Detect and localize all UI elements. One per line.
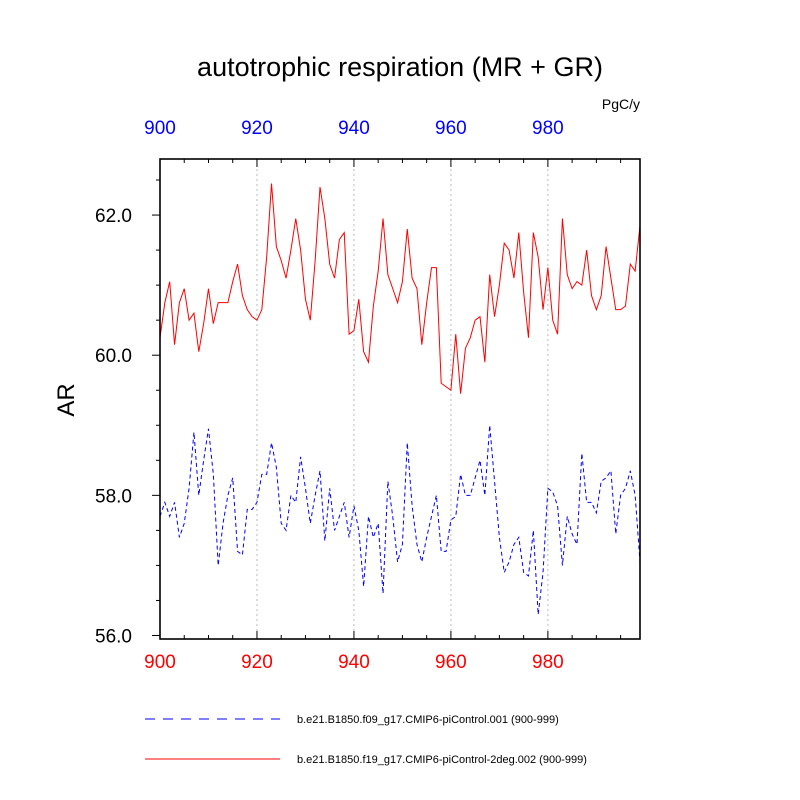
x-tick-label-top: 980 [532, 118, 564, 139]
units-label: PgC/y [602, 96, 640, 112]
x-tick-label-bottom: 980 [532, 652, 564, 673]
series-lines [159, 183, 641, 615]
axes: 900 900 920 920 940 940 960 960 980 980 56.0 58.0 60… [95, 118, 622, 673]
x-tick-label-bottom: 900 [144, 652, 176, 673]
y-axis-label: AR [53, 383, 80, 416]
x-tick-label-bottom: 920 [241, 652, 273, 673]
legend: b.e21.B1850.f09_g17.CMIP6-piControl.001 … [145, 714, 587, 766]
series-line-2 [159, 183, 641, 394]
chart-title: autotrophic respiration (MR + GR) [197, 52, 603, 82]
x-tick-label-top: 920 [241, 118, 273, 139]
y-tick-label: 60.0 [95, 346, 132, 367]
x-tick-label-top: 960 [435, 118, 467, 139]
x-tick-label-bottom: 940 [338, 652, 370, 673]
legend-label-2: b.e21.B1850.f19_g17.CMIP6-piControl-2deg… [297, 754, 587, 766]
plot-frame [159, 158, 641, 640]
y-tick-label: 56.0 [95, 626, 132, 647]
x-tick-label-top: 900 [144, 118, 176, 139]
x-tick-label-bottom: 960 [435, 652, 467, 673]
y-tick-label: 58.0 [95, 486, 132, 507]
y-tick-label: 62.0 [95, 206, 132, 227]
grid-lines [256, 159, 549, 639]
legend-label-1: b.e21.B1850.f09_g17.CMIP6-piControl.001 … [297, 714, 559, 726]
x-tick-label-top: 940 [338, 118, 370, 139]
series-line-1 [159, 425, 641, 615]
